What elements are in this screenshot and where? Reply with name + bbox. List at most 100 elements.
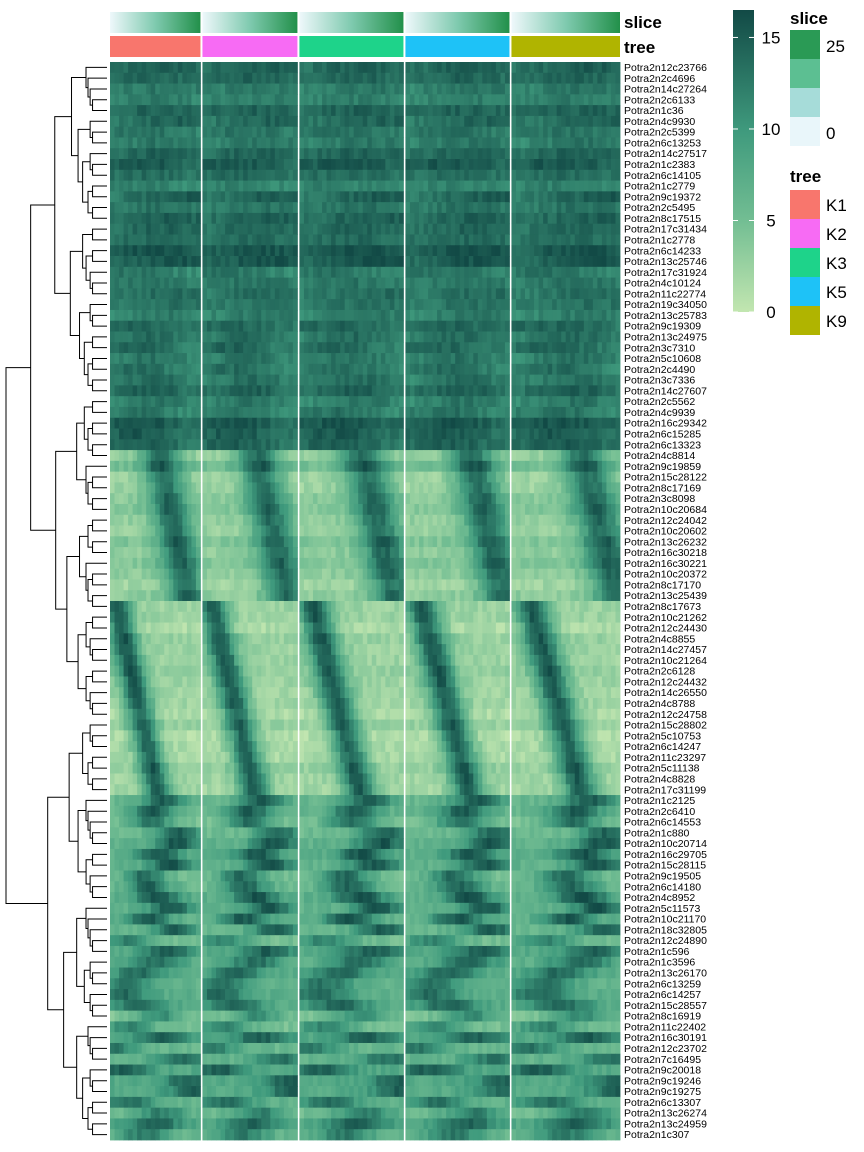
dendrogram-branch (93, 574, 107, 585)
slice-annotation-K3 (299, 12, 403, 33)
dendrogram-branch (86, 860, 92, 884)
tree-annotation-track (110, 36, 620, 57)
slice-legend-swatches (790, 30, 820, 146)
dendrogram-branch (93, 358, 107, 369)
dendrogram-branch (93, 402, 107, 413)
tree-legend-swatch-K9 (790, 306, 820, 335)
dendrogram-branch (83, 234, 93, 268)
row-labels: Potra2n12c23766Potra2n2c4696Potra2n14c27… (624, 62, 707, 1141)
dendrogram-branch (93, 477, 107, 488)
tree-legend-label: K1 (826, 196, 847, 215)
dendrogram-branch (93, 445, 107, 456)
slice-annotation-K9 (511, 12, 620, 33)
dendrogram-branch (93, 380, 107, 391)
tree-legend-label: K3 (826, 254, 847, 273)
slice-legend-title: slice (790, 9, 828, 28)
dendrogram-branch (48, 797, 69, 1010)
tree-legend-label: K2 (826, 225, 847, 244)
dendrogram-branch (93, 941, 107, 952)
dendrogram-branch (72, 78, 86, 156)
dendrogram-branch (93, 1102, 107, 1113)
dendrogram-branch (93, 164, 107, 175)
dendrogram-branch (64, 952, 77, 1067)
dendrogram-branch (88, 763, 93, 785)
row-dendrogram (6, 67, 107, 1134)
slice-legend-low-label: 0 (826, 124, 835, 143)
dendrogram-branch (83, 1078, 91, 1118)
heatmap-group-K5 (405, 62, 509, 1140)
dendrogram-branch (93, 229, 107, 240)
tree-legend-swatch-K3 (790, 248, 820, 277)
tree-annotation-K1 (110, 36, 200, 57)
slice-annotation-K5 (405, 12, 509, 33)
dendrogram-branch (93, 1081, 107, 1092)
value-tick-label: 5 (766, 211, 775, 230)
dendrogram-branch (93, 499, 107, 510)
dendrogram-branch (93, 854, 107, 865)
value-tick-label: 15 (762, 28, 781, 47)
dendrogram-branch (88, 919, 107, 938)
dendrogram-branch (93, 617, 107, 628)
dendrogram-branch (93, 650, 107, 661)
dendrogram-branch (80, 313, 91, 359)
value-colorbar (733, 10, 754, 312)
dendrogram-branch (78, 635, 86, 689)
dendrogram-branch (86, 676, 92, 700)
dendrogram-branch (93, 671, 107, 682)
dendrogram-branch (88, 1027, 107, 1046)
tree-legend-swatch-K1 (790, 190, 820, 219)
dendrogram-branch (93, 186, 107, 197)
dendrogram-branch (93, 315, 107, 326)
dendrogram-branch (93, 779, 107, 790)
dendrogram-branch (88, 1108, 93, 1130)
dendrogram-branch (78, 129, 90, 182)
dendrogram-branch (88, 579, 93, 601)
dendrogram-branch (93, 703, 107, 714)
dendrogram-branch (93, 208, 107, 219)
dendrogram-branch (70, 251, 82, 335)
dendrogram-branch (88, 811, 107, 830)
dendrogram-branch (86, 908, 107, 928)
dendrogram-branch (93, 283, 107, 294)
heatmap-group-K9 (511, 62, 620, 1140)
dendrogram-branch (86, 623, 92, 647)
dendrogram-branch (93, 833, 107, 844)
dendrogram-branch (83, 162, 91, 202)
dendrogram-branch (56, 451, 77, 609)
dendrogram-branch (93, 1005, 107, 1016)
tree-legend-label: K5 (826, 283, 847, 302)
value-tick-label: 0 (766, 303, 775, 322)
dendrogram-branch (86, 256, 92, 280)
dendrogram-branch (88, 78, 107, 97)
dendrogram-branch (93, 973, 107, 984)
dendrogram-branch (69, 753, 82, 841)
slice-legend: slice 25 0 (790, 9, 845, 146)
tree-annotation-K2 (202, 36, 297, 57)
heatmap-group-K3 (299, 62, 403, 1140)
dendrogram-branch (93, 596, 107, 607)
slice-annotation-K1 (110, 12, 200, 33)
dendrogram-branch (93, 100, 107, 111)
dendrogram-branch (86, 563, 107, 590)
heatmap-group-K1 (110, 62, 201, 1140)
dendrogram-branch (93, 423, 107, 434)
dendrogram-branch (86, 800, 107, 820)
tree-track-title: tree (624, 38, 655, 57)
dendrogram-branch (6, 368, 48, 904)
dendrogram-branch (88, 364, 93, 386)
slice-legend-high-label: 25 (826, 37, 845, 56)
slice-annotation-K2 (202, 12, 297, 33)
slice-legend-swatch (790, 59, 820, 88)
heatmap-group-K2 (202, 62, 297, 1140)
slice-legend-swatch (790, 30, 820, 59)
dendrogram-branch (88, 526, 93, 548)
dendrogram-branch (78, 811, 86, 872)
slice-legend-swatch (790, 88, 820, 117)
dendrogram-branch (93, 251, 107, 262)
tree-annotation-K3 (299, 36, 403, 57)
value-tick-label: 10 (762, 120, 781, 139)
dendrogram-branch (93, 736, 107, 747)
